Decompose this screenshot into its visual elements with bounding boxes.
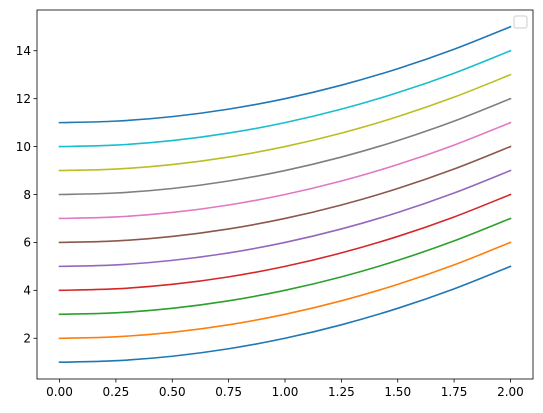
series-line-10 bbox=[58, 49, 512, 148]
y-tick-label: 8 bbox=[23, 188, 31, 202]
series-line-8 bbox=[58, 97, 512, 196]
series-line-1 bbox=[58, 265, 512, 364]
series-line-6 bbox=[58, 145, 512, 244]
legend bbox=[513, 15, 528, 29]
y-tick-label: 12 bbox=[16, 92, 31, 106]
x-tick-label: 0.50 bbox=[159, 385, 186, 399]
x-tick-label: 0.00 bbox=[46, 385, 73, 399]
series-line-2 bbox=[58, 241, 512, 340]
y-tick-label: 10 bbox=[16, 140, 31, 154]
y-tick-label: 14 bbox=[16, 44, 31, 58]
series-line-3 bbox=[58, 217, 512, 316]
series-line-7 bbox=[58, 121, 512, 220]
series-line-11 bbox=[58, 25, 512, 124]
y-axis-ticks: 2 4 6 8 10 12 14 bbox=[16, 44, 37, 346]
y-tick-label: 2 bbox=[23, 332, 31, 346]
series-line-4 bbox=[58, 193, 512, 292]
x-tick-label: 0.75 bbox=[215, 385, 242, 399]
series-line-9 bbox=[58, 73, 512, 172]
series-layer bbox=[58, 25, 512, 364]
y-tick-label: 4 bbox=[23, 284, 31, 298]
x-axis-ticks: 0.00 0.25 0.50 0.75 1.00 1.25 1.50 1.75 2.00 bbox=[46, 379, 524, 399]
x-tick-label: 1.75 bbox=[441, 385, 468, 399]
x-tick-label: 1.50 bbox=[384, 385, 411, 399]
series-line-5 bbox=[58, 169, 512, 268]
y-tick-label: 6 bbox=[23, 236, 31, 250]
legend-box bbox=[513, 15, 528, 29]
x-tick-label: 0.25 bbox=[103, 385, 130, 399]
x-tick-label: 2.00 bbox=[497, 385, 524, 399]
x-tick-label: 1.00 bbox=[272, 385, 299, 399]
x-tick-label: 1.25 bbox=[328, 385, 355, 399]
plot-frame bbox=[36, 9, 534, 380]
